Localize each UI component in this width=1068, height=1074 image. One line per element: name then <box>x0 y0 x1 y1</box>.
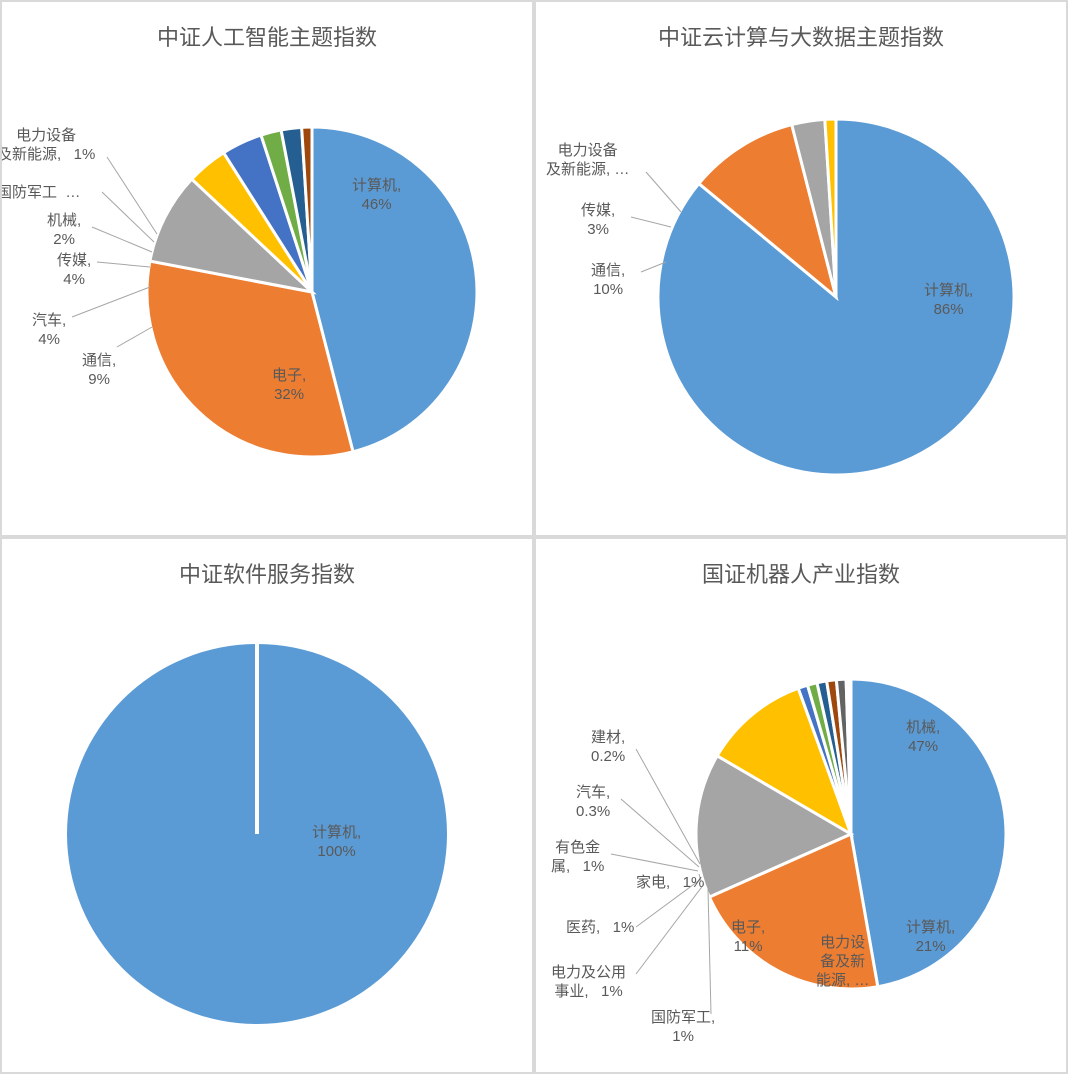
pie-robot: 机械, 47% 计算机, 21% 电力设 备及新 能源, … 电子, 11% 国防军工,… <box>536 599 1066 1072</box>
panel-cloud: 中证云计算与大数据主题指数 计算机, 86% 通信, 10% 传媒, 3% 电力设备 … <box>536 2 1066 535</box>
title-robot: 国证机器人产业指数 <box>536 539 1066 589</box>
slice-label: 家电, 1% <box>636 874 704 893</box>
panel-software: 中证软件服务指数 计算机, 100% <box>2 539 532 1072</box>
slice-label: 电力及公用 事业, 1% <box>551 964 626 1002</box>
slice-label: 电力设 备及新 能源, … <box>816 934 869 990</box>
slice-label: 通信, 10% <box>591 262 625 300</box>
pie-software: 计算机, 100% <box>2 599 532 1072</box>
slice-label: 电子, 11% <box>731 919 765 957</box>
slice-label: 传媒, 3% <box>581 202 615 240</box>
slice-label: 通信, 9% <box>82 352 116 390</box>
slice-label: 电力设备 及新能源, 1% <box>2 127 95 165</box>
slice-label: 机械, 47% <box>906 719 940 757</box>
slice-label: 医药, 1% <box>566 919 634 938</box>
title-ai: 中证人工智能主题指数 <box>2 2 532 52</box>
chart-grid: 中证人工智能主题指数 计算机, 46% 电子, 32% 通信, 9% 汽车, 4% 传媒… <box>0 0 1068 1074</box>
pie-ai: 计算机, 46% 电子, 32% 通信, 9% 汽车, 4% 传媒, 4%机械, 2% 国… <box>2 62 532 535</box>
title-software: 中证软件服务指数 <box>2 539 532 589</box>
slice-label: 计算机, 21% <box>906 919 955 957</box>
slice-label: 国防军工, 1% <box>651 1009 715 1047</box>
slice-label: 国防军工 … <box>2 184 80 203</box>
slice-label: 建材, 0.2% <box>591 729 625 767</box>
slice-label: 有色金 属, 1% <box>551 839 604 877</box>
slice-label: 机械, 2% <box>47 212 81 250</box>
slice-label: 电力设备 及新能源, … <box>546 142 629 180</box>
slice-label: 计算机, 86% <box>924 282 973 320</box>
slice-label: 计算机, 46% <box>352 177 401 215</box>
slice-label: 电子, 32% <box>272 367 306 405</box>
pie-cloud: 计算机, 86% 通信, 10% 传媒, 3% 电力设备 及新能源, … <box>536 62 1066 535</box>
panel-ai: 中证人工智能主题指数 计算机, 46% 电子, 32% 通信, 9% 汽车, 4% 传媒… <box>2 2 532 535</box>
slice-label: 汽车, 0.3% <box>576 784 610 822</box>
slice-label: 汽车, 4% <box>32 312 66 350</box>
panel-robot: 国证机器人产业指数 机械, 47% 计算机, 21% 电力设 备及新 能源, … 电子… <box>536 539 1066 1072</box>
slice-label: 计算机, 100% <box>312 824 361 862</box>
title-cloud: 中证云计算与大数据主题指数 <box>536 2 1066 52</box>
slice-label: 传媒, 4% <box>57 252 91 290</box>
